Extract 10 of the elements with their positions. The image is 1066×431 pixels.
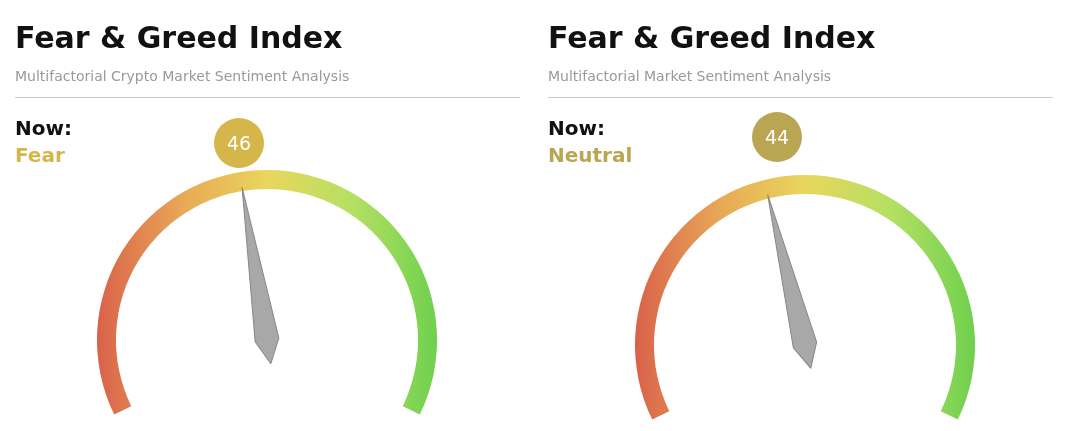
- text: Fear: [15, 143, 65, 167]
- text: Multifactorial Crypto Market Sentiment Analysis: [15, 68, 350, 84]
- text: Fear & Greed Index: [548, 20, 876, 55]
- data-label: 44: [764, 126, 790, 148]
- text: Fear & Greed Index: [15, 20, 343, 55]
- data-label: 46: [226, 132, 252, 154]
- text: Neutral: [548, 143, 633, 167]
- text: Now:: [15, 116, 72, 140]
- text: Now:: [548, 116, 605, 140]
- text: Multifactorial Market Sentiment Analysis: [548, 68, 832, 84]
